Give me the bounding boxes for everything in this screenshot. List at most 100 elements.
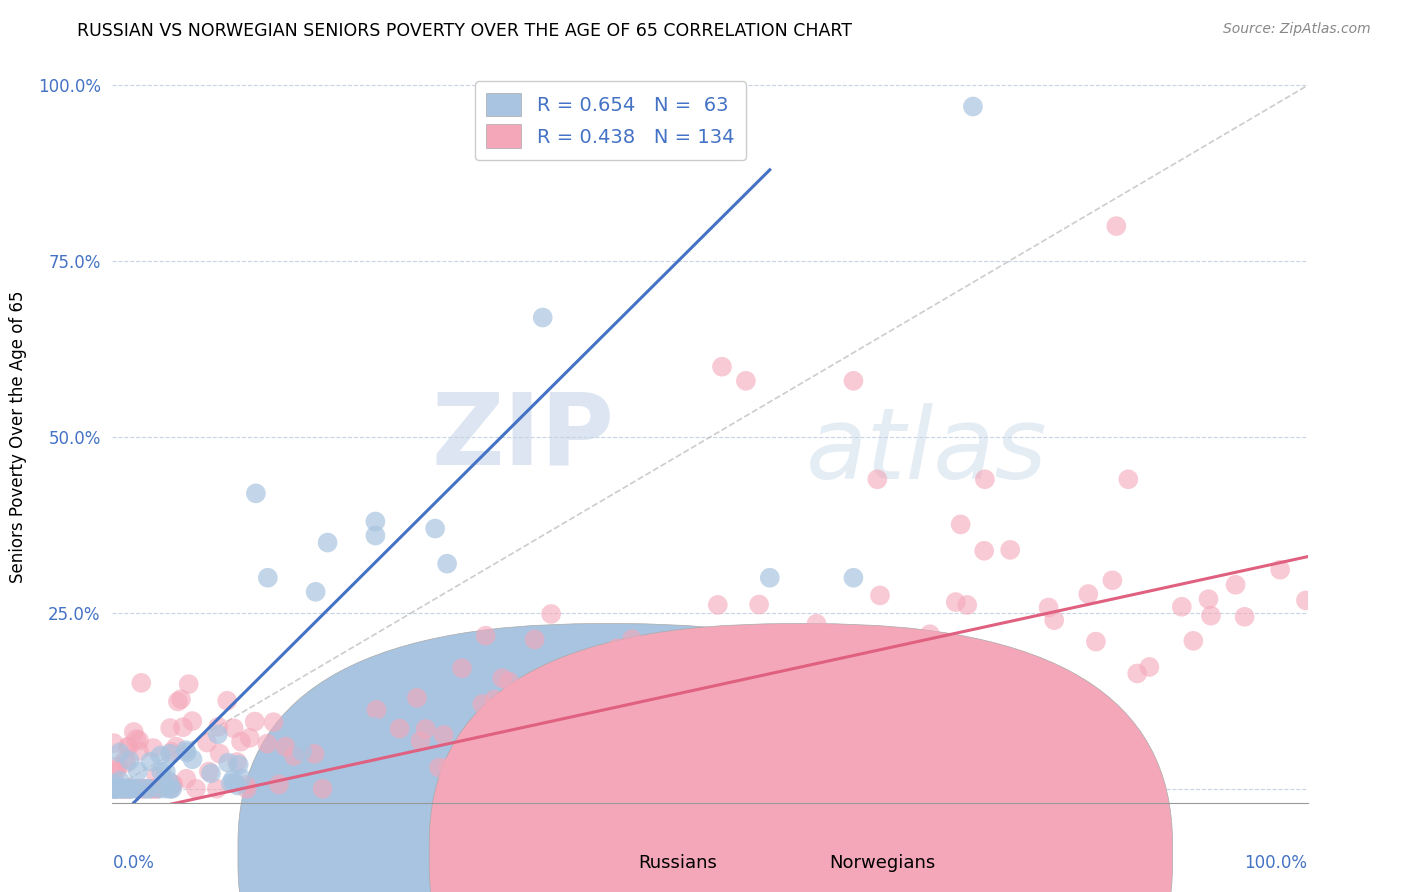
Point — [707, 598, 730, 612]
Point — [195, 735, 218, 749]
Point — [118, 781, 141, 796]
Point — [974, 472, 997, 486]
Point — [155, 781, 177, 796]
Point — [1002, 654, 1025, 668]
Legend: R = 0.654   N =  63, R = 0.438   N = 134: R = 0.654 N = 63, R = 0.438 N = 134 — [475, 81, 747, 160]
Point — [245, 486, 267, 500]
Point — [711, 359, 734, 374]
Point — [121, 781, 143, 796]
Point — [634, 673, 657, 687]
Point — [872, 641, 894, 656]
Point — [316, 535, 339, 549]
Point — [562, 682, 585, 697]
Point — [1268, 563, 1291, 577]
Point — [217, 694, 239, 708]
Point — [498, 674, 520, 689]
Point — [427, 760, 450, 774]
Point — [159, 721, 181, 735]
Point — [492, 700, 515, 714]
Point — [125, 731, 148, 746]
Point — [523, 632, 546, 647]
Point — [174, 772, 197, 786]
Point — [222, 772, 245, 787]
Point — [266, 758, 288, 772]
Point — [167, 694, 190, 708]
Point — [103, 781, 125, 796]
Point — [108, 746, 131, 760]
Point — [108, 773, 131, 788]
Point — [138, 781, 160, 796]
Point — [105, 764, 128, 778]
Point — [145, 769, 167, 783]
Point — [107, 781, 129, 796]
Point — [229, 734, 252, 748]
Point — [1198, 592, 1220, 607]
Point — [141, 781, 163, 796]
Point — [1038, 600, 1060, 615]
Point — [804, 641, 827, 656]
Point — [103, 781, 125, 796]
Point — [127, 781, 149, 796]
Point — [120, 781, 142, 796]
Point — [471, 697, 494, 711]
Point — [606, 641, 628, 656]
Point — [304, 747, 326, 761]
Point — [145, 781, 167, 796]
Point — [107, 759, 129, 773]
Point — [388, 722, 411, 736]
Point — [112, 781, 135, 796]
Point — [363, 719, 385, 733]
Text: Russians: Russians — [638, 854, 717, 872]
Point — [148, 781, 170, 796]
Point — [474, 629, 496, 643]
Point — [621, 632, 644, 647]
Point — [257, 571, 280, 585]
Point — [717, 713, 740, 727]
Point — [956, 598, 979, 612]
Point — [1171, 599, 1194, 614]
Point — [208, 747, 231, 761]
Point — [456, 753, 478, 767]
Point — [425, 521, 447, 535]
Point — [108, 781, 131, 796]
Point — [104, 780, 127, 795]
Point — [135, 781, 157, 796]
Point — [176, 745, 198, 759]
Point — [730, 661, 752, 675]
Point — [104, 762, 127, 776]
Point — [162, 777, 184, 791]
Point — [205, 781, 228, 796]
Point — [219, 776, 242, 790]
Point — [150, 764, 173, 779]
Point — [184, 781, 207, 796]
Point — [484, 692, 506, 706]
Point — [1295, 593, 1317, 607]
FancyBboxPatch shape — [238, 624, 981, 892]
Point — [274, 739, 297, 754]
Point — [132, 781, 155, 796]
Point — [235, 781, 257, 796]
Point — [115, 781, 138, 796]
Point — [128, 733, 150, 747]
Point — [127, 764, 149, 779]
Point — [754, 640, 776, 654]
Point — [103, 781, 125, 796]
Point — [122, 725, 145, 739]
Point — [117, 780, 139, 795]
Point — [207, 720, 229, 734]
Point — [945, 595, 967, 609]
Point — [540, 607, 562, 621]
Point — [226, 779, 249, 793]
Point — [437, 760, 460, 774]
Point — [806, 616, 828, 631]
Point — [103, 781, 125, 796]
Point — [128, 744, 150, 758]
Point — [235, 778, 257, 792]
Point — [1137, 660, 1160, 674]
Point — [112, 781, 135, 796]
Point — [491, 671, 513, 685]
Y-axis label: Seniors Poverty Over the Age of 65: Seniors Poverty Over the Age of 65 — [8, 291, 27, 583]
Point — [165, 739, 187, 754]
Point — [132, 781, 155, 796]
Point — [222, 721, 245, 735]
